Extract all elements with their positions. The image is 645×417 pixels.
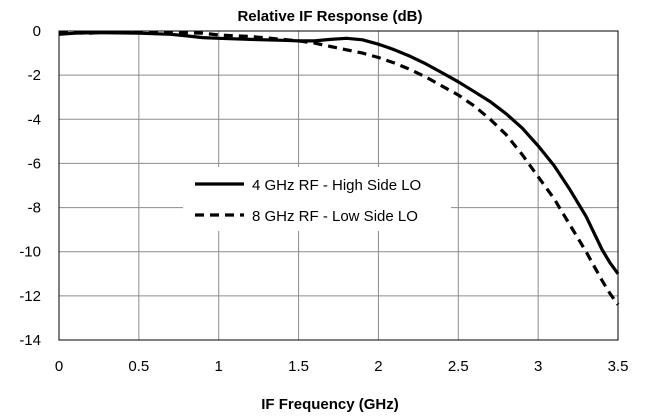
plot-frame — [58, 30, 619, 341]
x-axis-label: IF Frequency (GHz) — [261, 396, 399, 413]
y-tick-label: -8 — [28, 200, 41, 217]
y-tick-label: -4 — [28, 111, 41, 128]
chart-title: Relative IF Response (dB) — [237, 8, 422, 25]
x-tick-label: 3.5 — [608, 358, 629, 375]
x-tick-label: 3 — [534, 358, 542, 375]
y-tick-label: -12 — [19, 288, 41, 305]
x-tick-label: 0.5 — [128, 358, 149, 375]
x-tick-label: 2.5 — [448, 358, 469, 375]
legend: 4 GHz RF - High Side LO 8 GHz RF - Low Si… — [195, 177, 421, 225]
legend-box — [183, 167, 451, 231]
x-tick-label: 1.5 — [288, 358, 309, 375]
series-layer — [58, 30, 620, 306]
series-line-2 — [58, 30, 620, 306]
x-tick-label: 0 — [55, 358, 63, 375]
y-tick-label: -2 — [28, 67, 41, 84]
y-tick-label: -10 — [19, 244, 41, 261]
y-tick-label: -14 — [19, 332, 41, 349]
y-tick-label: -6 — [28, 155, 41, 172]
legend-label-1: 4 GHz RF - High Side LO — [252, 177, 421, 194]
tick-layer: 0 0.5 1 1.5 2 2.5 3 3.5 0 -2 -4 -6 -8 -10 -12 -14 — [19, 23, 628, 375]
series-line-1 — [58, 31, 620, 275]
x-tick-label: 1 — [215, 358, 223, 375]
x-tick-label: 2 — [374, 358, 382, 375]
legend-label-2: 8 GHz RF - Low Side LO — [252, 208, 418, 225]
y-tick-label: 0 — [33, 23, 41, 40]
